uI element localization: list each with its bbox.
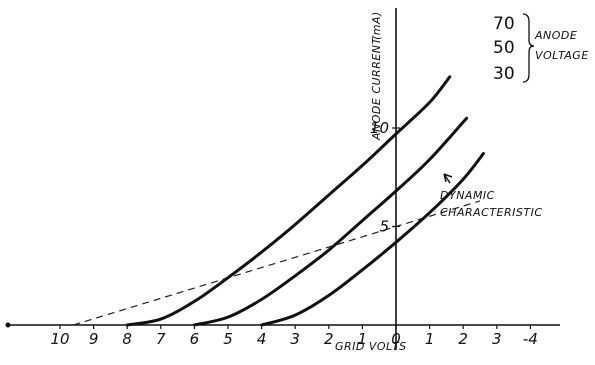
x-tick-label: 1	[358, 330, 368, 348]
dynamic-annotation-line2: CHARACTERISTIC	[440, 206, 543, 219]
legend-entry-50: 50	[493, 38, 515, 58]
legend-entry-70: 70	[493, 14, 515, 34]
annotation-arrow	[443, 173, 453, 184]
x-tick-label: 5	[223, 330, 233, 348]
legend-bracket	[522, 13, 535, 83]
x-tick-label: -4	[523, 330, 538, 348]
x-tick-label: 2	[458, 330, 468, 348]
x-tick-label: 3	[290, 330, 300, 348]
x-tick-label: 9	[89, 330, 99, 348]
x-tick-label: 8	[122, 330, 132, 348]
curve-anode-voltage-50	[192, 116, 469, 327]
legend-header-line2: VOLTAGE	[535, 49, 589, 62]
y-tick-label: 5	[379, 218, 389, 236]
y-tick-label: 10	[370, 119, 389, 137]
legend-entry-30: 30	[493, 64, 515, 84]
x-tick-label: 7	[156, 330, 166, 348]
curve-anode-voltage-30	[260, 152, 485, 327]
x-tick-label: 4	[257, 330, 267, 348]
dynamic-annotation-line1: DYNAMIC	[440, 189, 495, 202]
x-tick-label: 2	[324, 330, 334, 348]
x-axis-start-dot	[5, 322, 11, 328]
x-tick-label: 3	[492, 330, 502, 348]
x-tick-label: 10	[50, 330, 69, 348]
curve-anode-voltage-70	[125, 75, 452, 327]
x-tick-label: 1	[425, 330, 435, 348]
y-axis-label: ANODE CURRENT	[370, 36, 383, 141]
x-axis-label: GRID VOLTS	[335, 340, 407, 353]
legend-header-line1: ANODE	[534, 29, 577, 42]
y-axis-unit: (mA)	[370, 11, 383, 40]
x-tick-label: 6	[190, 330, 200, 348]
x-tick-label: 0	[391, 330, 401, 348]
dynamic-characteristic-line	[73, 200, 481, 326]
